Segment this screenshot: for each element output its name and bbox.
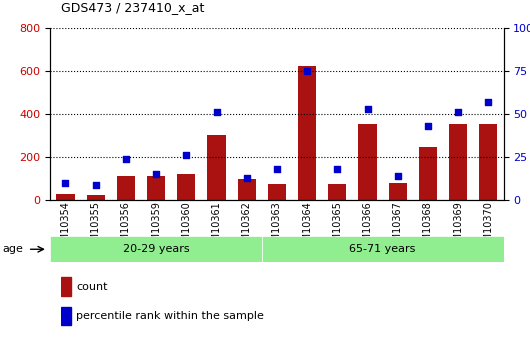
Bar [56,194,75,200]
Bar [358,124,377,200]
Point [333,166,341,172]
Text: count: count [76,282,108,292]
Text: GDS473 / 237410_x_at: GDS473 / 237410_x_at [61,1,205,14]
Bar [117,176,135,200]
Point [182,152,191,158]
Bar [419,147,437,200]
Bar [147,176,165,200]
Point [91,182,100,187]
Bar [262,236,504,262]
Bar [237,179,256,200]
Point [272,166,281,172]
Point [121,156,130,161]
Bar [50,236,262,262]
Point [61,180,70,186]
Bar [86,195,105,200]
Point [484,99,492,105]
Bar [388,183,407,200]
Text: age: age [3,244,23,254]
Bar [177,174,196,200]
Point [424,123,432,129]
Bar [207,136,226,200]
Bar [479,124,498,200]
Point [363,106,372,111]
Point [152,171,160,177]
Bar [61,277,70,296]
Point [242,175,251,180]
Bar [61,307,70,325]
Bar [328,184,347,200]
Point [393,173,402,179]
Point [454,109,462,115]
Point [212,109,220,115]
Text: percentile rank within the sample: percentile rank within the sample [76,311,264,321]
Bar [268,184,286,200]
Text: 65-71 years: 65-71 years [349,244,416,254]
Point [303,68,312,73]
Bar [449,124,467,200]
Bar [298,66,316,200]
Text: 20-29 years: 20-29 years [123,244,189,254]
